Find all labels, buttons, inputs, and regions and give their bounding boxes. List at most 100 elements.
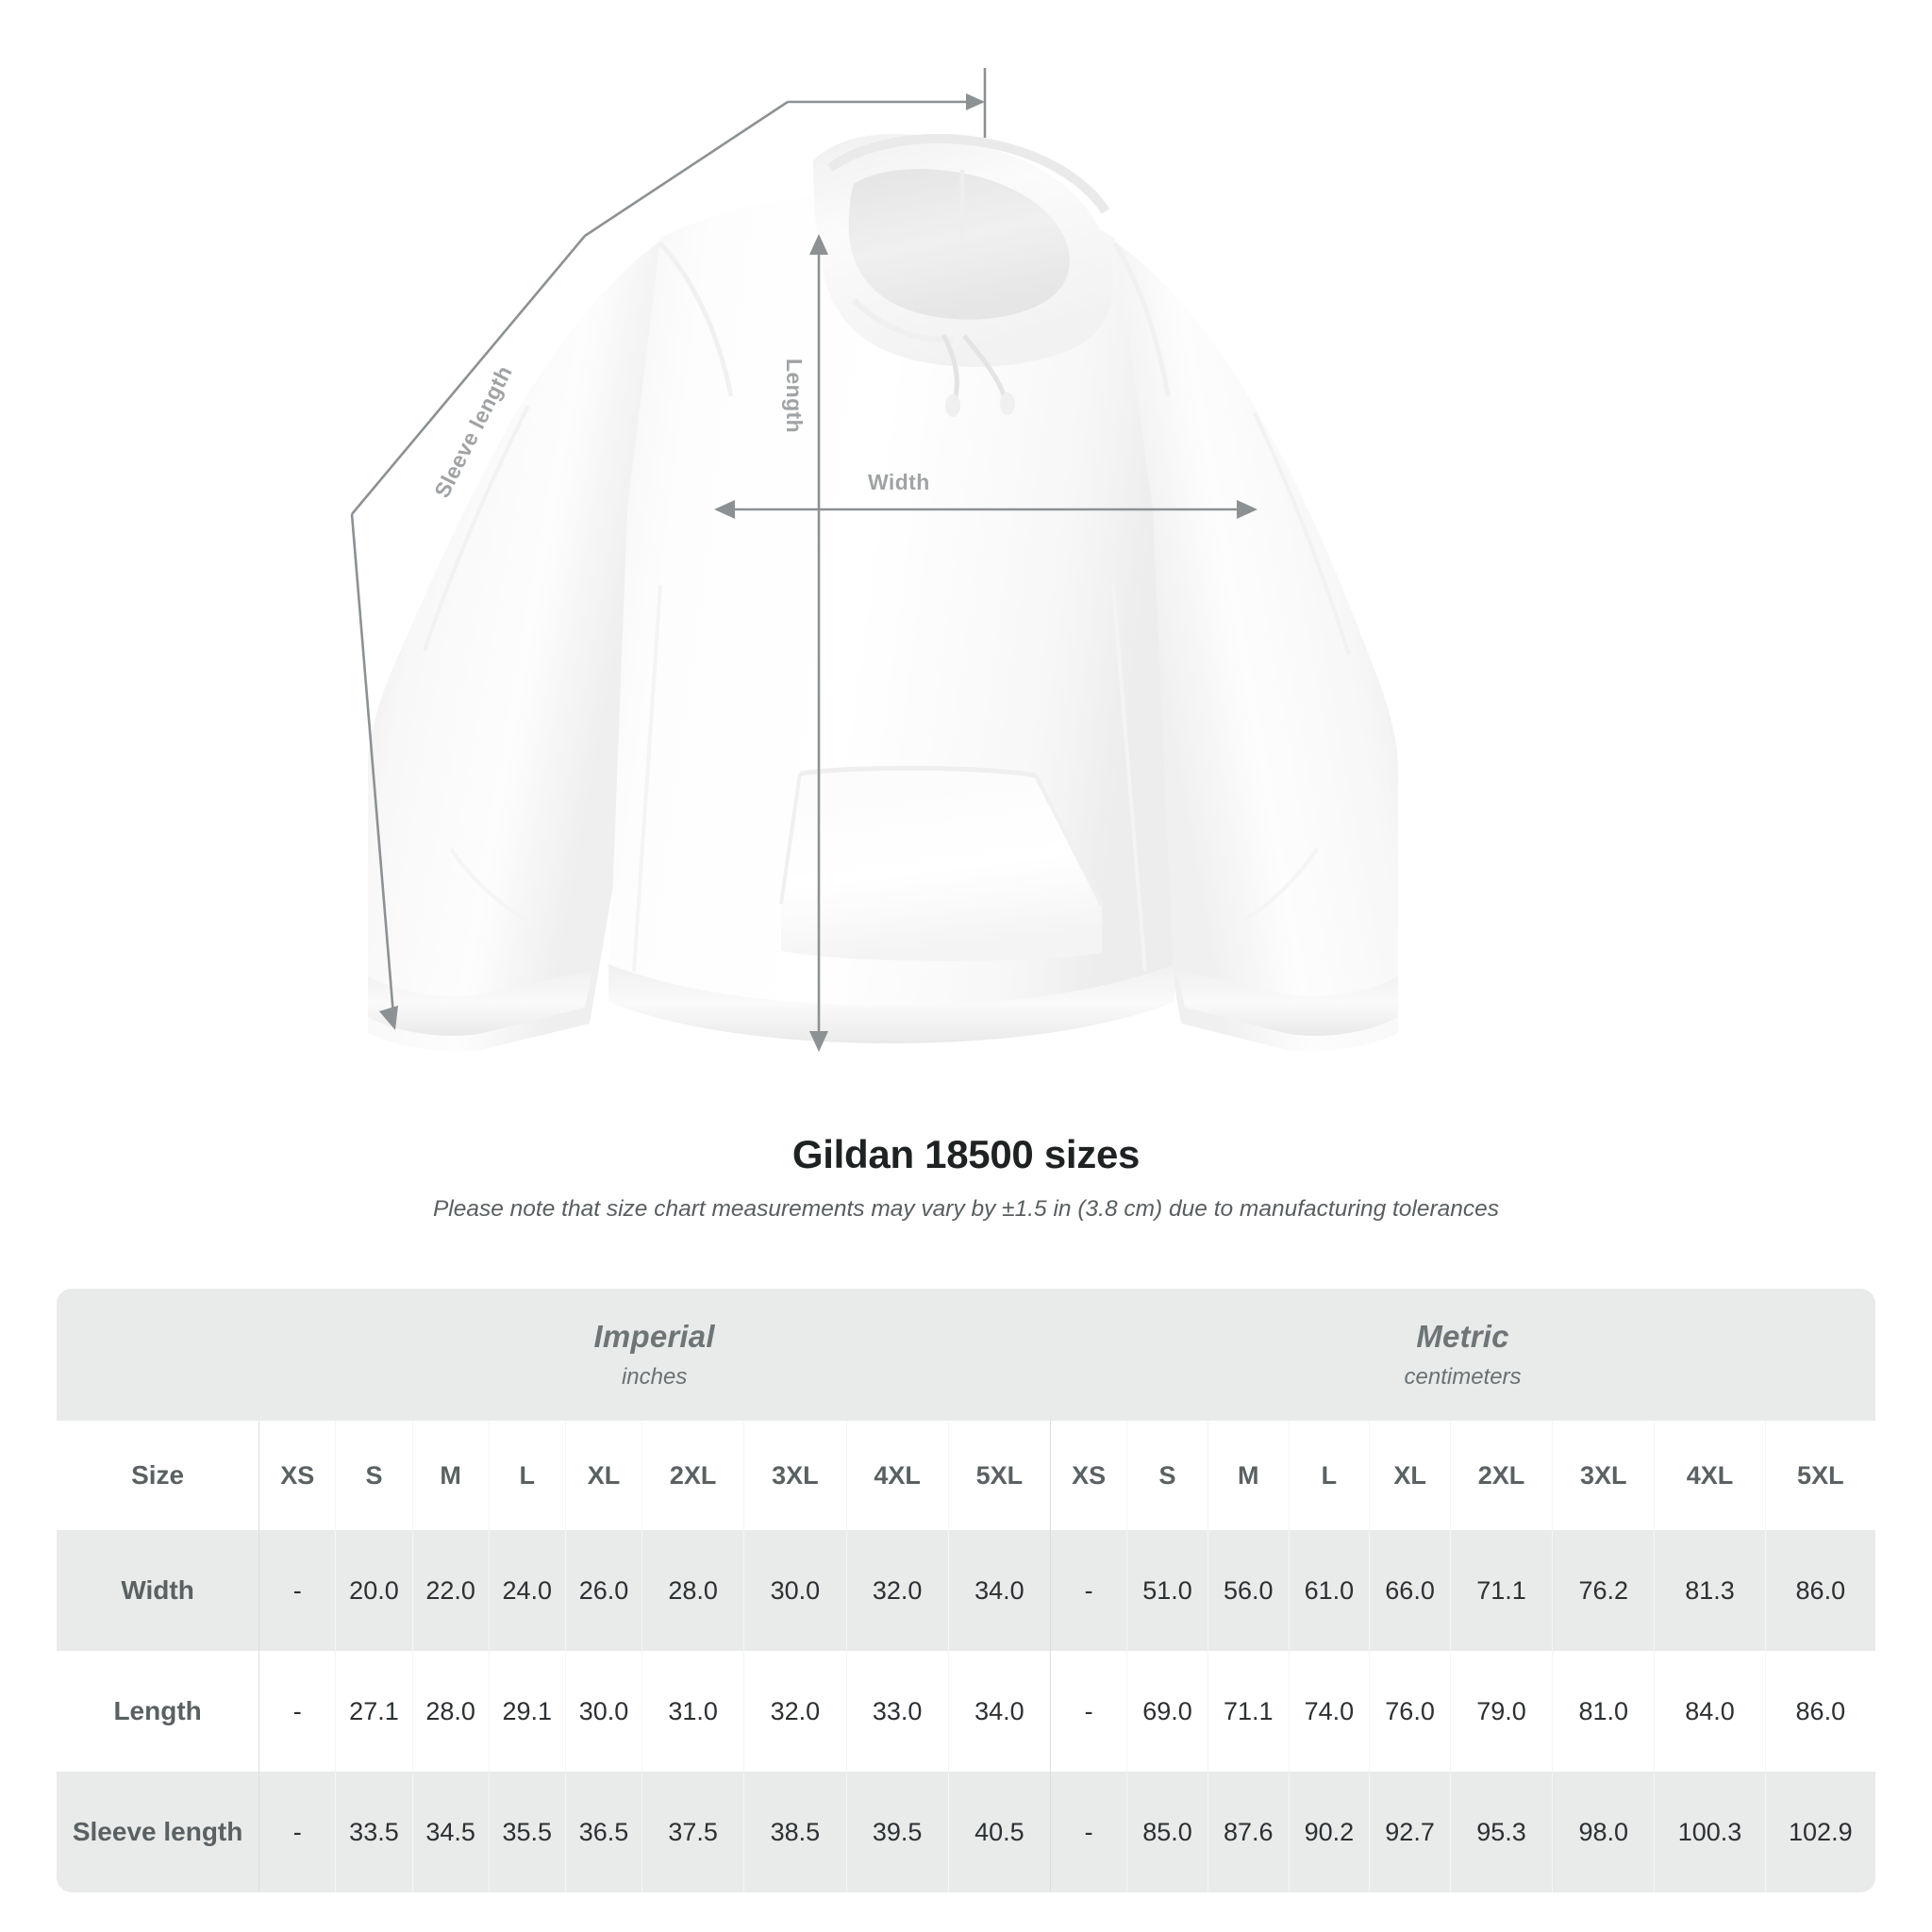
cell-sleeve-length-metric-m: 87.6 xyxy=(1207,1772,1289,1892)
hood-drawstring-channel xyxy=(827,134,1110,214)
cell-sleeve-length-metric-3xl: 98.0 xyxy=(1552,1772,1655,1892)
cell-length-metric-xl: 76.0 xyxy=(1369,1651,1450,1772)
size-header-metric-s: S xyxy=(1126,1421,1208,1530)
cell-length-metric-5xl: 86.0 xyxy=(1764,1651,1875,1772)
size-header-imperial-m: M xyxy=(411,1421,489,1530)
cell-width-imperial-xl: 26.0 xyxy=(564,1530,642,1651)
cell-width-imperial-5xl: 34.0 xyxy=(947,1530,1051,1651)
fold-right-body xyxy=(1111,584,1147,973)
hood-inner xyxy=(848,169,1070,320)
fold-left-lower xyxy=(449,847,529,923)
unit-group-metric: Metric centimeters xyxy=(1050,1289,1875,1421)
title-block: Gildan 18500 sizes Please note that size… xyxy=(0,1132,1932,1223)
table-row-header-length: Length xyxy=(57,1651,259,1772)
table-row-header-sleeve-length: Sleeve length xyxy=(57,1772,259,1892)
cell-width-metric-m: 56.0 xyxy=(1207,1530,1289,1651)
cell-sleeve-length-imperial-s: 33.5 xyxy=(335,1772,412,1892)
table-row: Length -27.1 28.0 29.1 30.0 31.0 32.0 33.0 34.0-… xyxy=(57,1651,1875,1772)
cell-sleeve-length-metric-4xl: 100.3 xyxy=(1654,1772,1765,1892)
page-title: Gildan 18500 sizes xyxy=(791,1132,1141,1176)
cell-width-imperial-xs: - xyxy=(258,1530,336,1651)
cell-sleeve-length-metric-xs: - xyxy=(1050,1772,1127,1892)
cell-length-imperial-3xl: 32.0 xyxy=(743,1651,846,1772)
cell-sleeve-length-imperial-5xl: 40.5 xyxy=(947,1772,1051,1892)
cell-sleeve-length-metric-xl: 92.7 xyxy=(1369,1772,1450,1892)
size-header-row: Size XS S M L XL 2XL 3XL 4XL 5XL XS S M L XL 2XL 3XL 4XL 5… xyxy=(57,1421,1875,1530)
cell-length-metric-4xl: 84.0 xyxy=(1654,1651,1765,1772)
fold-right-lower xyxy=(1241,847,1319,923)
tolerance-note: Please note that size chart measurements… xyxy=(432,1196,1500,1222)
cell-sleeve-length-imperial-m: 34.5 xyxy=(411,1772,489,1892)
cell-width-imperial-4xl: 32.0 xyxy=(845,1530,948,1651)
cell-width-imperial-s: 20.0 xyxy=(335,1530,412,1651)
cell-sleeve-length-imperial-l: 35.5 xyxy=(488,1772,565,1892)
pocket-left-seam xyxy=(779,773,802,905)
cell-width-metric-xs: - xyxy=(1050,1530,1127,1651)
cell-sleeve-length-imperial-2xl: 37.5 xyxy=(641,1772,744,1892)
right-cuff xyxy=(1177,970,1398,1036)
cell-width-metric-3xl: 76.2 xyxy=(1552,1530,1655,1651)
right-shoulder-seam xyxy=(1112,242,1171,397)
unit-group-row: Imperial inches Metric centimeters xyxy=(57,1289,1875,1421)
left-cuff xyxy=(368,970,592,1036)
size-header-imperial-xl: XL xyxy=(564,1421,642,1530)
unit-group-subtitle: inches xyxy=(621,1364,688,1390)
cell-length-metric-3xl: 81.0 xyxy=(1552,1651,1655,1772)
cell-sleeve-length-imperial-4xl: 39.5 xyxy=(845,1772,948,1892)
cell-width-imperial-m: 22.0 xyxy=(411,1530,489,1651)
size-header-imperial-5xl: 5XL xyxy=(947,1421,1051,1530)
cell-width-metric-s: 51.0 xyxy=(1126,1530,1208,1651)
bottom-hem xyxy=(608,964,1174,1043)
cell-length-imperial-4xl: 33.0 xyxy=(845,1651,948,1772)
neck-seam xyxy=(851,297,954,343)
cell-width-imperial-2xl: 28.0 xyxy=(641,1530,744,1651)
cell-width-imperial-3xl: 30.0 xyxy=(743,1530,846,1651)
cell-length-imperial-xs: - xyxy=(258,1651,336,1772)
unit-group-imperial: Imperial inches xyxy=(258,1289,1051,1421)
cell-length-metric-2xl: 79.0 xyxy=(1449,1651,1553,1772)
cell-length-imperial-s: 27.1 xyxy=(335,1651,412,1772)
drawstring-tip-right xyxy=(1000,392,1015,415)
size-chart-table-wrap: Imperial inches Metric centimeters Size XS S M L… xyxy=(57,1289,1875,1892)
drawstring-right xyxy=(962,334,1008,399)
garment-illustration: Length Width Sleeve length xyxy=(350,68,1398,1052)
size-chart-table: Imperial inches Metric centimeters Size XS S M L… xyxy=(57,1289,1875,1892)
cell-length-metric-xs: - xyxy=(1050,1651,1127,1772)
size-header-metric-m: M xyxy=(1207,1421,1289,1530)
size-header-metric-4xl: 4XL xyxy=(1654,1421,1765,1530)
cell-width-metric-xl: 66.0 xyxy=(1369,1530,1450,1651)
cell-width-metric-l: 61.0 xyxy=(1288,1530,1370,1651)
size-header-metric-xs: XS xyxy=(1050,1421,1127,1530)
unit-row-spacer xyxy=(57,1289,259,1421)
width-dimension-label: Width xyxy=(868,470,930,494)
size-header-metric-3xl: 3XL xyxy=(1552,1421,1655,1530)
size-header-imperial-s: S xyxy=(335,1421,412,1530)
cell-sleeve-length-metric-s: 85.0 xyxy=(1126,1772,1208,1892)
size-header-metric-5xl: 5XL xyxy=(1764,1421,1875,1530)
cell-length-imperial-m: 28.0 xyxy=(411,1651,489,1772)
size-header-imperial-2xl: 2XL xyxy=(641,1421,744,1530)
kangaroo-pocket xyxy=(781,768,1102,961)
unit-group-subtitle: centimeters xyxy=(1404,1364,1522,1390)
drawstring-left xyxy=(941,333,959,401)
table-row-header-width: Width xyxy=(57,1530,259,1651)
right-sleeve xyxy=(1111,241,1398,1052)
cell-length-metric-m: 71.1 xyxy=(1207,1651,1289,1772)
cell-width-metric-4xl: 81.3 xyxy=(1654,1530,1765,1651)
size-header-imperial-xs: XS xyxy=(258,1421,336,1530)
size-header-imperial-4xl: 4XL xyxy=(845,1421,948,1530)
table-row: Width -20.0 22.0 24.0 26.0 28.0 30.0 32.0 34.0-5… xyxy=(57,1530,1875,1651)
cell-sleeve-length-imperial-3xl: 38.5 xyxy=(743,1772,846,1892)
cell-sleeve-length-metric-2xl: 95.3 xyxy=(1449,1772,1553,1892)
size-header-imperial-3xl: 3XL xyxy=(743,1421,846,1530)
cell-sleeve-length-imperial-xs: - xyxy=(258,1772,336,1892)
unit-group-name: Metric xyxy=(1416,1319,1509,1354)
cell-length-imperial-l: 29.1 xyxy=(488,1651,565,1772)
pocket-right-seam xyxy=(1034,774,1104,907)
cell-sleeve-length-imperial-xl: 36.5 xyxy=(564,1772,642,1892)
cell-length-metric-s: 69.0 xyxy=(1126,1651,1208,1772)
size-header-imperial-l: L xyxy=(488,1421,565,1530)
fold-right-sleeve xyxy=(1253,412,1351,656)
length-dimension-label: Length xyxy=(782,358,807,434)
cell-length-imperial-5xl: 34.0 xyxy=(947,1651,1051,1772)
